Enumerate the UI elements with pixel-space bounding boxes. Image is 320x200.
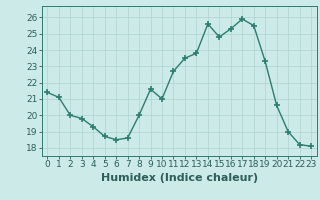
X-axis label: Humidex (Indice chaleur): Humidex (Indice chaleur)	[100, 173, 258, 183]
